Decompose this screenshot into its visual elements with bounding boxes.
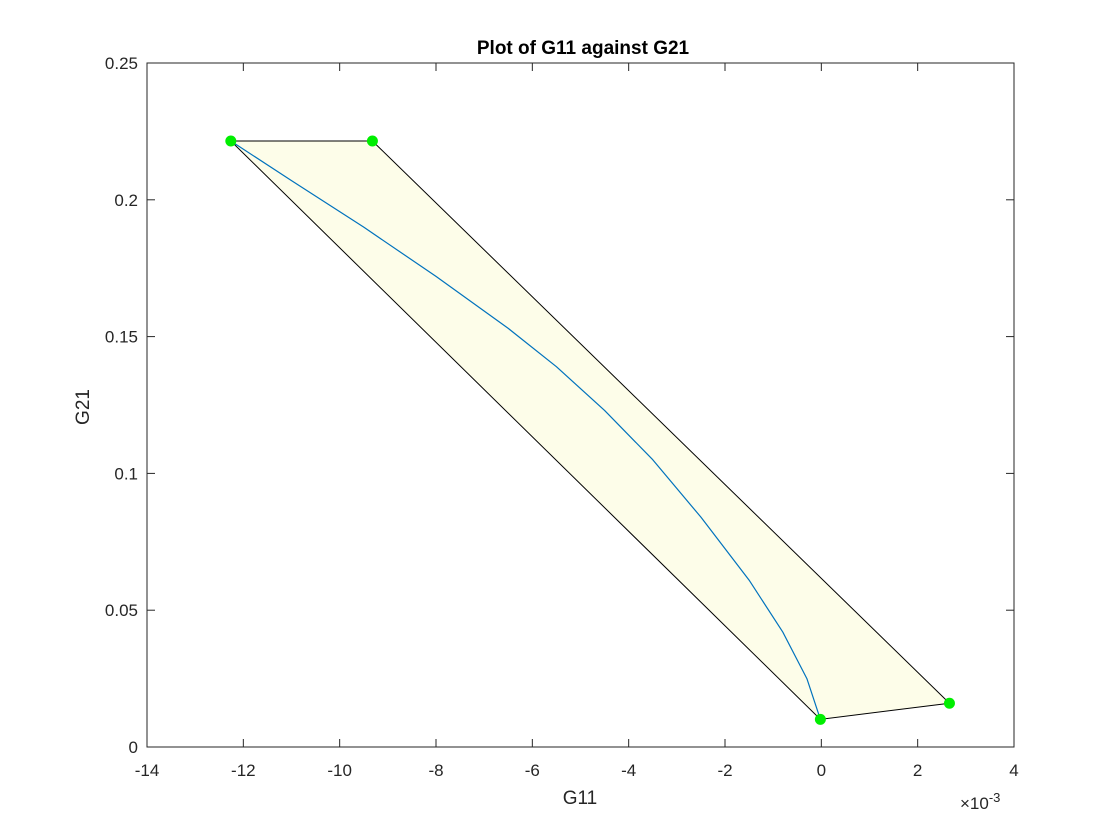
vertex-point-2 bbox=[366, 135, 378, 147]
x-tick-label: -8 bbox=[428, 761, 443, 780]
vertex-point-4 bbox=[814, 713, 826, 725]
x-tick-label: 4 bbox=[1009, 761, 1018, 780]
x-exponent-power: -3 bbox=[989, 790, 1001, 805]
vertex-point-1 bbox=[225, 135, 237, 147]
y-tick-label: 0.15 bbox=[105, 328, 138, 347]
plot-area bbox=[225, 135, 955, 725]
x-axis-exponent: ×10-3 bbox=[960, 790, 1000, 813]
x-tick-label: 0 bbox=[817, 761, 826, 780]
y-axis-label: G21 bbox=[73, 389, 94, 425]
x-tick-label: -4 bbox=[621, 761, 636, 780]
shaded-region bbox=[229, 140, 951, 720]
x-tick-label: -2 bbox=[717, 761, 732, 780]
x-tick-label: -6 bbox=[525, 761, 540, 780]
y-axis-ticks: 0 0.05 0.1 0.15 0.2 0.25 bbox=[105, 54, 1014, 757]
x-axis-label: G11 bbox=[563, 788, 598, 809]
y-tick-label: 0.1 bbox=[114, 464, 138, 483]
chart-title: Plot of G11 against G21 bbox=[477, 38, 690, 59]
x-tick-label: -14 bbox=[135, 761, 160, 780]
x-tick-label: 2 bbox=[913, 761, 922, 780]
y-tick-label: 0 bbox=[129, 738, 138, 757]
curve-line bbox=[230, 140, 821, 720]
x-tick-label: -10 bbox=[327, 761, 352, 780]
axes-box bbox=[146, 62, 1015, 748]
y-tick-label: 0.25 bbox=[105, 54, 138, 73]
x-axis-ticks: -14 -12 -10 -8 -6 -4 -2 0 2 4 bbox=[135, 63, 1019, 780]
vertex-point-3 bbox=[943, 697, 955, 709]
y-tick-label: 0.2 bbox=[114, 191, 138, 210]
x-tick-label: -12 bbox=[231, 761, 256, 780]
x-exponent-base: ×10 bbox=[960, 794, 989, 813]
y-tick-label: 0.05 bbox=[105, 601, 138, 620]
